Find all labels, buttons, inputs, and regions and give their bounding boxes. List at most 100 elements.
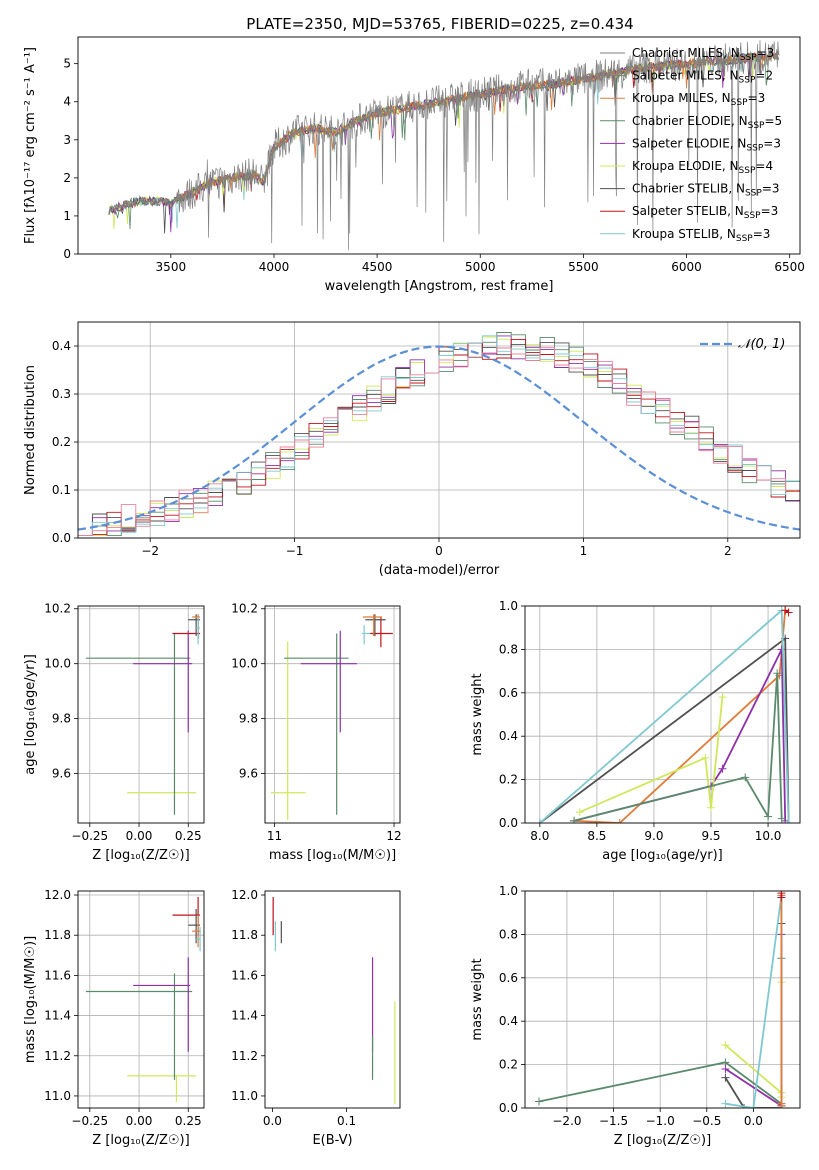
y-tick-label: 11.4: [231, 1009, 258, 1023]
panel-mass_EBV: 0.0 0.1 11.0 11.2 11.4 11.6 11.8 12.0 E(B-V): [231, 888, 401, 1148]
y-tick-label: 10.0: [231, 657, 258, 671]
y-axis-label: mass [log₁₀(M/M☉)]: [23, 936, 38, 1063]
residual-histogram: [78, 335, 800, 537]
y-tick-label: 9.6: [52, 767, 71, 781]
weight-point: [721, 1041, 730, 1050]
x-tick-label: 6500: [774, 260, 805, 274]
figure-title: PLATE=2350, MJD=53765, FIBERID=0225, z=0…: [246, 15, 633, 33]
y-tick-label: 0.0: [52, 531, 71, 545]
y-tick-label: 9.6: [239, 767, 258, 781]
x-tick-label: 5500: [568, 260, 599, 274]
weight-point: [784, 819, 793, 823]
x-tick-label: −0.5: [692, 1114, 721, 1128]
y-tick-label: 0.4: [499, 1014, 518, 1028]
y-tick-label: 11.6: [44, 968, 71, 982]
y-tick-label: 0.4: [52, 339, 71, 353]
weight-point: [773, 669, 782, 678]
weight-point: [706, 803, 715, 812]
y-tick-label: 11.2: [231, 1049, 258, 1063]
x-tick-label: 10.0: [755, 829, 782, 843]
x-tick-label: 2: [724, 544, 732, 558]
x-tick-label: 0.0: [744, 1114, 763, 1128]
x-tick-label: −2: [141, 544, 159, 558]
y-tick-label: 0.2: [52, 435, 71, 449]
weight-point: [721, 1064, 730, 1073]
panel-spectrum: 3500 4000 4500 5000 5500 6000 6500 0 1 2 3 4 5 wavele…: [23, 36, 805, 294]
plot-area-weight_age: [535, 606, 793, 823]
plot-area-age_Z: [85, 614, 201, 815]
weight-line: [579, 697, 724, 813]
x-tick-label: 5000: [465, 260, 496, 274]
x-axis-label: mass [log₁₀(M/M☉)]: [269, 848, 396, 863]
legend-label: Salpeter ELODIE, NSSP=3: [632, 136, 781, 153]
weight-point: [534, 1097, 543, 1106]
plot-area-spectrum: [108, 40, 780, 251]
y-tick-label: 11.8: [44, 928, 71, 942]
x-tick-label: 4500: [362, 260, 393, 274]
y-tick-label: 10.2: [231, 602, 258, 616]
x-tick-label: 0.0: [263, 1114, 282, 1128]
x-tick-label: −1: [286, 544, 304, 558]
y-tick-label: 0.6: [499, 971, 518, 985]
y-tick-label: 0.1: [52, 483, 71, 497]
y-axis-label: Normed distribution: [23, 365, 38, 495]
y-tick-label: 0.2: [499, 1058, 518, 1072]
legend-label: Kroupa MILES, NSSP=3: [632, 91, 765, 108]
panel-weight_age: 8.0 8.5 9.0 9.5 10.0 0.0 0.2 0.4 0.6 0.8 1.0 age [l…: [470, 599, 801, 863]
legend-label: Salpeter MILES, NSSP=2: [632, 69, 773, 86]
legend-label: Chabrier MILES, NSSP=3: [632, 46, 774, 63]
plot-area-weight_Z: [534, 891, 786, 1108]
weight-point: [575, 808, 584, 817]
weight-point: [570, 816, 579, 823]
y-tick-label: 1.0: [499, 884, 518, 898]
x-tick-label: 11: [267, 829, 282, 843]
weight-line: [573, 673, 783, 822]
x-tick-label: 0.00: [126, 829, 153, 843]
x-axis-label: Z [log₁₀(Z/Z☉)]: [92, 848, 189, 863]
weight-line: [573, 648, 787, 822]
weight-point: [721, 1099, 730, 1108]
weight-point: [777, 1099, 786, 1108]
y-tick-label: 11.0: [44, 1089, 71, 1103]
x-tick-label: 4000: [259, 260, 290, 274]
y-tick-label: 3: [63, 133, 71, 147]
legend-label: Chabrier STELIB, NSSP=3: [632, 182, 780, 199]
x-tick-label: 0.25: [175, 1114, 202, 1128]
y-tick-label: 9.8: [239, 712, 258, 726]
panel-weight_Z: −2.0 −1.5 −1.0 −0.5 0.0 0.0 0.2 0.4 0.6 0.8 1.0 Z […: [470, 884, 801, 1148]
legend-label: Chabrier ELODIE, NSSP=5: [632, 114, 782, 131]
residual-histogram: [78, 347, 800, 537]
x-axis-label: age [log₁₀(age/yr)]: [602, 848, 723, 863]
axes-frame: [77, 321, 801, 539]
y-tick-label: 9.8: [52, 712, 71, 726]
x-tick-label: 0.00: [126, 1114, 153, 1128]
y-tick-label: 0.8: [499, 642, 518, 656]
residual-histogram: [78, 339, 800, 537]
weight-point: [749, 1104, 758, 1108]
y-tick-label: 12.0: [231, 888, 258, 902]
y-axis-label: mass weight: [470, 958, 485, 1040]
y-axis-label: mass weight: [470, 673, 485, 755]
y-tick-label: 0.6: [499, 686, 518, 700]
y-axis-label: age [log₁₀(age/yr)]: [23, 654, 38, 775]
y-tick-label: 11.8: [231, 928, 258, 942]
weight-line: [539, 636, 790, 823]
y-tick-label: 5: [63, 57, 71, 71]
x-axis-label: Z [log₁₀(Z/Z☉)]: [614, 1133, 711, 1148]
weight-point: [740, 1104, 749, 1108]
y-tick-label: 12.0: [44, 888, 71, 902]
weight-point: [615, 819, 624, 823]
residual-histogram: [78, 335, 800, 537]
x-tick-label: −1.5: [599, 1114, 628, 1128]
x-tick-label: 0.25: [175, 829, 202, 843]
weight-point: [741, 773, 750, 782]
y-tick-label: 11.6: [231, 968, 258, 982]
y-tick-label: 1.0: [499, 599, 518, 613]
x-tick-label: 9.0: [644, 829, 663, 843]
panel-age_mass: 11 12 9.6 9.8 10.0 10.2 mass [log₁₀(M/M☉)]: [231, 602, 401, 863]
x-tick-label: −2.0: [552, 1114, 581, 1128]
legend-label: Kroupa STELIB, NSSP=3: [632, 227, 770, 244]
observed-spectrum-line: [108, 40, 780, 251]
x-axis-label: wavelength [Angstrom, rest frame]: [325, 279, 554, 294]
x-tick-label: 3500: [156, 260, 187, 274]
